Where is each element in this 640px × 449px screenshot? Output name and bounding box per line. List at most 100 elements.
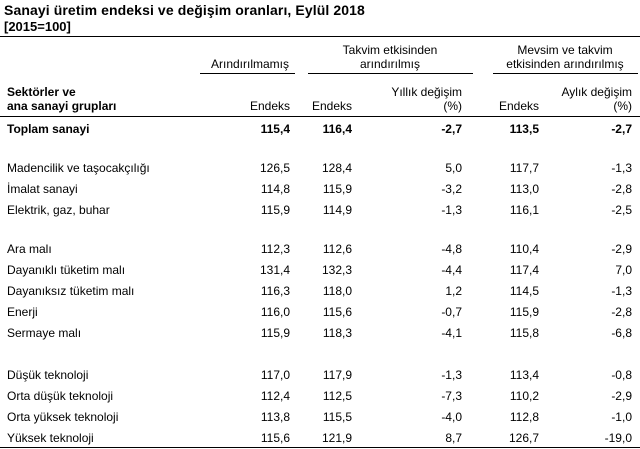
cell-annual-change: 5,0 xyxy=(445,161,462,175)
row-label-header: Sektörler ve ana sanayi grupları xyxy=(7,85,116,113)
row-name: Dayanıksız tüketim malı xyxy=(7,284,135,298)
cell-calendar-index: 128,4 xyxy=(321,161,352,175)
cell-annual-change: -3,2 xyxy=(441,182,462,196)
cell-annual-change: -1,3 xyxy=(441,203,462,217)
cell-calendar-index: 118,0 xyxy=(322,284,352,298)
table-subtitle: [2015=100] xyxy=(4,19,71,34)
row-name: Sermaye malı xyxy=(7,326,82,340)
group-header-calendar-adjusted: Takvim etkisinden arındırılmış xyxy=(300,43,480,71)
table-row: Elektrik, gaz, buhar 115,9 114,9 -1,3 11… xyxy=(0,201,640,219)
cell-seasonal-index: 116,1 xyxy=(509,203,539,217)
cell-monthly-change: -2,5 xyxy=(611,203,632,217)
cell-annual-change: -2,7 xyxy=(441,122,462,136)
cell-monthly-change: -0,8 xyxy=(611,368,632,382)
row-label-line1: Sektörler ve xyxy=(7,85,76,99)
top-rule xyxy=(0,36,640,37)
cell-annual-change: -4,4 xyxy=(441,263,462,277)
table-row: Orta düşük teknoloji 112,4 112,5 -7,3 11… xyxy=(0,387,640,405)
group2-line2: arındırılmış xyxy=(359,57,420,71)
row-name: Orta yüksek teknoloji xyxy=(7,410,119,424)
cell-monthly-change: 7,0 xyxy=(615,263,632,277)
cell-calendar-index: 115,5 xyxy=(322,410,352,424)
group3-line2: etkisinden arındırılmış xyxy=(506,57,624,71)
cell-calendar-index: 112,6 xyxy=(322,242,352,256)
col5-line1: Aylık değişim xyxy=(561,85,632,99)
cell-monthly-change: -6,8 xyxy=(611,326,632,340)
table-row: Dayanıklı tüketim malı 131,4 132,3 -4,4 … xyxy=(0,261,640,279)
cell-annual-change: 1,2 xyxy=(445,284,462,298)
cell-unadjusted-index: 115,4 xyxy=(260,122,290,136)
header-rule xyxy=(0,116,640,117)
group-underline-seasonal-adjusted xyxy=(493,73,638,74)
cell-unadjusted-index: 131,4 xyxy=(259,263,290,277)
cell-calendar-index: 115,9 xyxy=(322,182,352,196)
cell-seasonal-index: 113,5 xyxy=(509,122,539,136)
row-name: Ara malı xyxy=(7,242,52,256)
cell-unadjusted-index: 115,9 xyxy=(260,203,290,217)
cell-calendar-index: 132,3 xyxy=(321,263,352,277)
cell-calendar-index: 121,9 xyxy=(321,431,352,445)
cell-monthly-change: -1,3 xyxy=(611,161,632,175)
group-underline-unadjusted xyxy=(200,73,295,74)
col3-line1: Yıllık değişim xyxy=(391,85,462,99)
cell-monthly-change: -2,8 xyxy=(611,182,632,196)
cell-seasonal-index: 113,0 xyxy=(509,182,539,196)
cell-seasonal-index: 112,8 xyxy=(509,410,539,424)
table-row: Ara malı 112,3 112,6 -4,8 110,4 -2,9 xyxy=(0,240,640,258)
row-name: Toplam sanayi xyxy=(7,122,90,136)
col3-header: Yıllık değişim (%) xyxy=(391,85,462,113)
cell-annual-change: -4,0 xyxy=(441,410,462,424)
row-name: Yüksek teknoloji xyxy=(7,431,94,445)
col3-line2: (%) xyxy=(443,99,462,113)
col4-header: Endeks xyxy=(498,99,539,113)
cell-unadjusted-index: 116,3 xyxy=(260,284,290,298)
table-row: Enerji 116,0 115,6 -0,7 115,9 -2,8 xyxy=(0,303,640,321)
table-row: Toplam sanayi 115,4 116,4 -2,7 113,5 -2,… xyxy=(0,120,640,138)
col5-line2: (%) xyxy=(613,99,632,113)
cell-unadjusted-index: 115,6 xyxy=(260,431,290,445)
cell-unadjusted-index: 116,0 xyxy=(260,305,290,319)
cell-seasonal-index: 117,4 xyxy=(509,263,539,277)
col5-header: Aylık değişim (%) xyxy=(562,85,632,113)
cell-monthly-change: -1,0 xyxy=(611,410,632,424)
row-label-line2: ana sanayi grupları xyxy=(7,99,117,113)
col1-header: Endeks xyxy=(249,99,290,113)
cell-calendar-index: 118,3 xyxy=(322,326,352,340)
cell-monthly-change: -2,8 xyxy=(611,305,632,319)
cell-monthly-change: -2,9 xyxy=(611,389,632,403)
col2-header: Endeks xyxy=(311,99,352,113)
cell-annual-change: -7,3 xyxy=(441,389,462,403)
cell-annual-change: -0,7 xyxy=(441,305,462,319)
cell-monthly-change: -1,3 xyxy=(611,284,632,298)
cell-seasonal-index: 115,8 xyxy=(509,326,539,340)
cell-seasonal-index: 110,2 xyxy=(509,389,539,403)
row-name: Dayanıklı tüketim malı xyxy=(7,263,126,277)
cell-seasonal-index: 115,9 xyxy=(509,305,539,319)
cell-seasonal-index: 126,7 xyxy=(508,431,539,445)
cell-annual-change: -4,8 xyxy=(441,242,462,256)
cell-annual-change: -1,3 xyxy=(441,368,462,382)
group-header-seasonal-adjusted: Mevsim ve takvim etkisinden arındırılmış xyxy=(490,43,640,71)
table-row: Dayanıksız tüketim malı 116,3 118,0 1,2 … xyxy=(0,282,640,300)
group3-line1: Mevsim ve takvim xyxy=(517,43,613,57)
cell-annual-change: 8,7 xyxy=(445,431,462,445)
cell-seasonal-index: 110,4 xyxy=(509,242,539,256)
cell-monthly-change: -2,9 xyxy=(611,242,632,256)
cell-unadjusted-index: 126,5 xyxy=(259,161,290,175)
cell-unadjusted-index: 112,4 xyxy=(260,389,290,403)
cell-unadjusted-index: 117,0 xyxy=(260,368,290,382)
cell-calendar-index: 114,9 xyxy=(322,203,352,217)
row-name: Orta düşük teknoloji xyxy=(7,389,114,403)
row-name: Madencilik ve taşocakçılığı xyxy=(7,161,150,175)
table-row: Madencilik ve taşocakçılığı 126,5 128,4 … xyxy=(0,159,640,177)
table-row: İmalat sanayi 114,8 115,9 -3,2 113,0 -2,… xyxy=(0,180,640,198)
cell-unadjusted-index: 114,8 xyxy=(260,182,290,196)
cell-monthly-change: -19,0 xyxy=(604,431,632,445)
table-row: Düşük teknoloji 117,0 117,9 -1,3 113,4 -… xyxy=(0,366,640,384)
row-name: İmalat sanayi xyxy=(7,182,78,196)
group2-line1: Takvim etkisinden xyxy=(342,43,438,57)
bottom-rule xyxy=(0,447,640,448)
group-header-unadjusted: Arındırılmamış xyxy=(210,57,289,71)
cell-seasonal-index: 117,7 xyxy=(509,161,539,175)
cell-seasonal-index: 113,4 xyxy=(509,368,539,382)
